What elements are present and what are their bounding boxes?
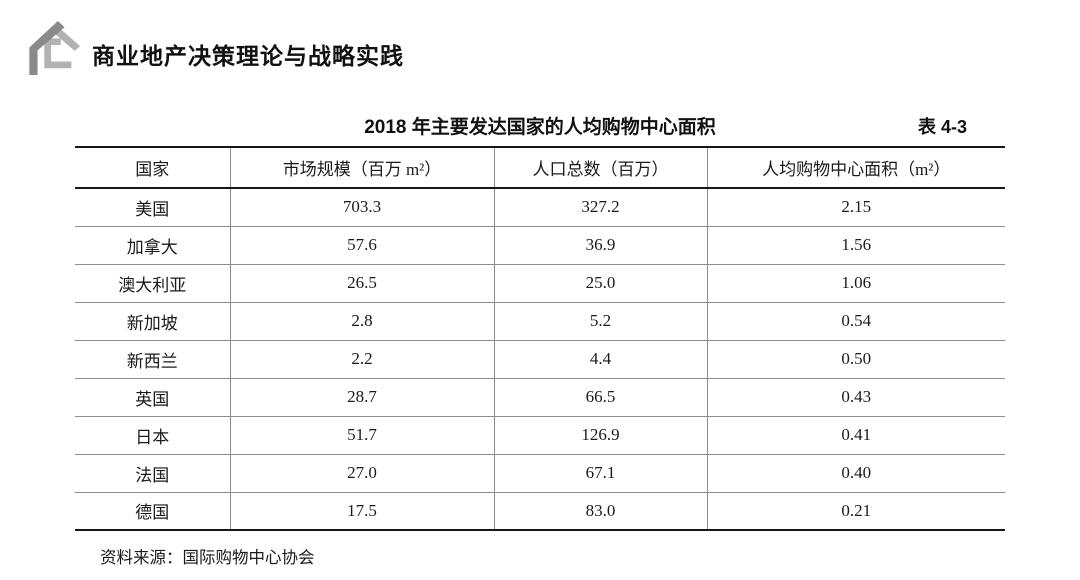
table-section: 2018 年主要发达国家的人均购物中心面积 表 4-3 国家 市场规模（百万 m…	[75, 112, 1005, 568]
table-cell: 法国	[75, 453, 231, 492]
table-cell: 26.5	[230, 263, 495, 302]
book-title: 商业地产决策理论与战略实践	[92, 43, 404, 69]
table-cell: 51.7	[230, 415, 495, 454]
table-cell: 加拿大	[75, 225, 231, 264]
table-cell: 0.43	[707, 377, 1005, 416]
column-header-country: 国家	[75, 147, 231, 189]
table-row: 澳大利亚 26.5 25.0 1.06	[75, 263, 1005, 302]
table-cell: 0.54	[707, 301, 1005, 340]
table-cell: 澳大利亚	[75, 263, 231, 302]
table-row: 新西兰 2.2 4.4 0.50	[75, 339, 1005, 378]
table-cell: 0.40	[707, 453, 1005, 492]
source-note: 资料来源：国际购物中心协会	[100, 548, 315, 567]
table-cell: 2.2	[230, 339, 495, 378]
table-cell: 0.41	[707, 415, 1005, 454]
table-cell: 36.9	[494, 225, 708, 264]
table-cell: 67.1	[494, 453, 708, 492]
column-header-per-capita-area: 人均购物中心面积（m²）	[707, 147, 1005, 189]
table-row: 美国 703.3 327.2 2.15	[75, 188, 1005, 226]
table-cell: 0.50	[707, 339, 1005, 378]
table-cell: 25.0	[494, 263, 708, 302]
table-cell: 27.0	[230, 453, 495, 492]
data-table: 国家 市场规模（百万 m²） 人口总数（百万） 人均购物中心面积（m²） 美国 …	[75, 146, 1005, 531]
table-cell: 83.0	[494, 491, 708, 530]
table-cell: 126.9	[494, 415, 708, 454]
table-cell: 德国	[75, 491, 231, 530]
table-cell: 5.2	[494, 301, 708, 340]
table-cell: 新西兰	[75, 339, 231, 378]
table-number-label: 表 4-3	[917, 117, 967, 137]
table-cell: 28.7	[230, 377, 495, 416]
table-cell: 17.5	[230, 491, 495, 530]
table-cell: 新加坡	[75, 301, 231, 340]
table-cell: 美国	[75, 188, 231, 226]
table-cell: 1.56	[707, 225, 1005, 264]
table-row: 加拿大 57.6 36.9 1.56	[75, 225, 1005, 264]
table-cell: 703.3	[230, 188, 495, 226]
table-row: 英国 28.7 66.5 0.43	[75, 377, 1005, 416]
table-cell: 66.5	[494, 377, 708, 416]
table-cell: 1.06	[707, 263, 1005, 302]
table-cell: 4.4	[494, 339, 708, 378]
table-row: 德国 17.5 83.0 0.21	[75, 491, 1005, 530]
table-cell: 日本	[75, 415, 231, 454]
table-cell: 英国	[75, 377, 231, 416]
table-cell: 2.15	[841, 197, 872, 217]
table-title: 2018 年主要发达国家的人均购物中心面积	[364, 117, 716, 138]
house-logo-icon	[29, 20, 81, 76]
table-cell: 327.2	[494, 188, 708, 226]
table-title-bar: 2018 年主要发达国家的人均购物中心面积 表 4-3	[75, 112, 1005, 146]
table-row: 日本 51.7 126.9 0.41	[75, 415, 1005, 454]
table-header-row: 国家 市场规模（百万 m²） 人口总数（百万） 人均购物中心面积（m²）	[75, 147, 1005, 189]
table-cell: 0.21	[707, 491, 1005, 530]
column-header-market-size: 市场规模（百万 m²）	[230, 147, 495, 189]
column-header-population: 人口总数（百万）	[494, 147, 708, 189]
table-row: 法国 27.0 67.1 0.40	[75, 453, 1005, 492]
table-row: 新加坡 2.8 5.2 0.54	[75, 301, 1005, 340]
brand-header: 商业地产决策理论与战略实践	[24, 20, 404, 76]
table-cell: 57.6	[230, 225, 495, 264]
table-cell: 2.8	[230, 301, 495, 340]
